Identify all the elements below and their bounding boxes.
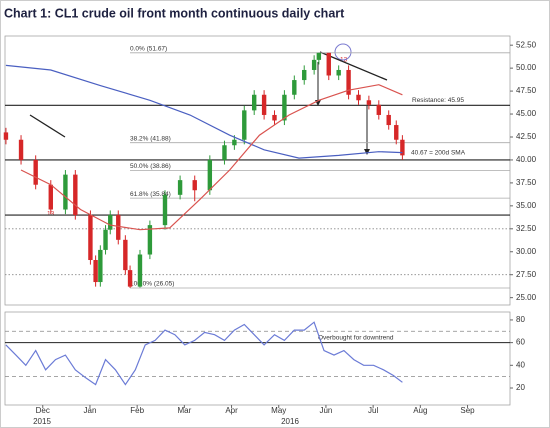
candle-body xyxy=(137,254,143,287)
candle-body xyxy=(336,69,341,76)
candle-body xyxy=(311,59,317,70)
x-tick-label: Apr xyxy=(225,406,238,415)
candle-body xyxy=(103,229,108,250)
x-tick-label: Jan xyxy=(84,406,97,415)
candle-body xyxy=(108,215,113,230)
trendline xyxy=(319,51,388,81)
candle-body xyxy=(242,110,247,140)
candle-body xyxy=(162,194,168,226)
y-tick-label: 45.00 xyxy=(516,109,537,118)
candle-body xyxy=(251,94,257,111)
candle-body xyxy=(98,249,103,283)
y-tick-label: 80 xyxy=(516,315,525,324)
y-tick-label: 40 xyxy=(516,360,525,369)
candle-body xyxy=(88,215,93,261)
candle-body xyxy=(33,159,38,185)
h-line-label: Overbought for downtrend xyxy=(318,334,394,341)
arrow-head xyxy=(364,149,370,155)
y-tick-label: 52.50 xyxy=(516,40,537,49)
plot-area xyxy=(4,311,511,406)
candle-body xyxy=(48,184,53,210)
x-tick-label: Sep xyxy=(460,406,475,415)
series-line xyxy=(5,64,403,159)
candle-body xyxy=(302,69,307,81)
annotation: 13 xyxy=(47,211,55,218)
y-tick-label: 30.00 xyxy=(516,247,537,256)
x-tick-label: Jul xyxy=(368,406,378,415)
y-tick-label: 47.50 xyxy=(516,86,537,95)
y-tick-label: 25.00 xyxy=(516,293,537,302)
candle-body xyxy=(282,94,287,121)
candle-body xyxy=(356,94,361,101)
y-tick-label: 27.50 xyxy=(516,270,537,279)
candle-body xyxy=(326,52,331,76)
annotation: 40.67 = 200d SMA xyxy=(411,150,466,157)
year-label: 2015 xyxy=(33,417,51,426)
candle-body xyxy=(316,52,322,60)
fib-label: 50.0% (38.86) xyxy=(130,163,171,170)
candle-body xyxy=(272,114,277,121)
fib-label: 0.0% (51.67) xyxy=(130,46,167,53)
x-tick-label: Feb xyxy=(130,406,144,415)
candle-body xyxy=(116,215,121,240)
fib-label: 38.2% (41.88) xyxy=(130,135,171,142)
candle-body xyxy=(366,100,372,105)
candle-body xyxy=(346,69,351,95)
candle-body xyxy=(292,80,297,95)
candle-body xyxy=(232,139,237,146)
x-tick-label: May xyxy=(271,406,286,415)
candle-body xyxy=(261,94,267,115)
highlight-circle xyxy=(334,43,352,61)
y-tick-label: 32.50 xyxy=(516,224,537,233)
candle-body xyxy=(192,180,197,191)
candle-body xyxy=(400,139,405,156)
candle-body xyxy=(394,125,399,140)
candle-body xyxy=(127,270,133,287)
x-tick-label: Dec xyxy=(36,406,50,415)
y-tick-label: 35.00 xyxy=(516,201,537,210)
y-tick-label: 37.50 xyxy=(516,178,537,187)
candle-body xyxy=(63,174,68,210)
trendline xyxy=(29,114,66,138)
y-tick-label: 50.00 xyxy=(516,63,537,72)
candle-body xyxy=(386,114,391,126)
candle-body xyxy=(93,260,98,283)
candle-body xyxy=(73,174,78,216)
year-label: 2016 xyxy=(281,417,299,426)
h-line-label: Resistance: 45.95 xyxy=(412,97,464,104)
fib-label: 61.8% (35.84) xyxy=(130,191,171,198)
candle-body xyxy=(207,159,213,191)
candle-body xyxy=(3,132,9,140)
candle-body xyxy=(177,180,183,195)
y-tick-label: 20 xyxy=(516,383,525,392)
candle-body xyxy=(147,225,153,255)
fib-label: 100.0% (26.05) xyxy=(130,281,174,288)
candle-body xyxy=(376,104,381,115)
candle-body xyxy=(222,145,227,160)
x-tick-label: Mar xyxy=(177,406,191,415)
series-line xyxy=(5,321,403,386)
y-tick-label: 60 xyxy=(516,338,525,347)
x-tick-label: Jun xyxy=(319,406,332,415)
candle-body xyxy=(123,239,128,271)
chart-title: Chart 1: CL1 crude oil front month conti… xyxy=(4,6,345,20)
y-tick-label: 40.00 xyxy=(516,155,537,164)
y-tick-label: 42.50 xyxy=(516,132,537,141)
x-tick-label: Aug xyxy=(413,406,427,415)
series-line xyxy=(20,84,403,231)
candle-body xyxy=(18,139,24,160)
